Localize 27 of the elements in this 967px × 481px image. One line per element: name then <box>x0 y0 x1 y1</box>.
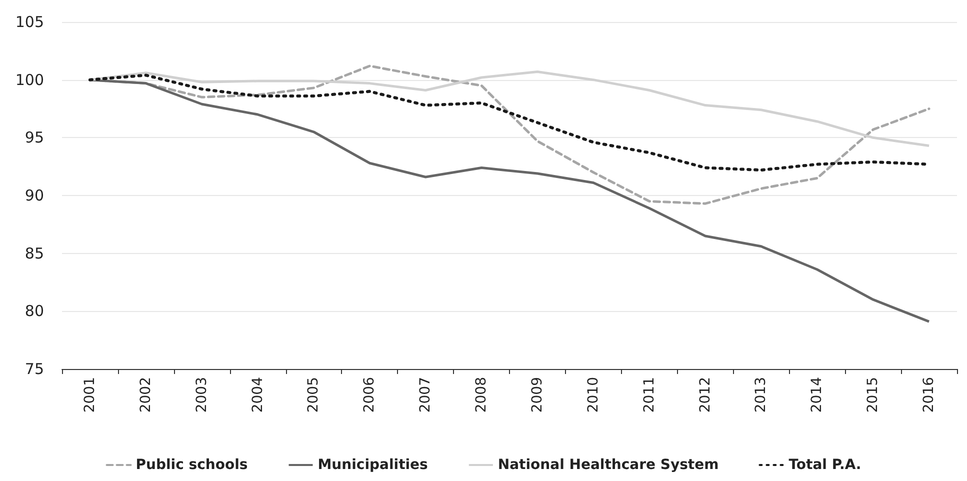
x-tick-label: 2008 <box>474 377 490 413</box>
legend-label: Municipalities <box>318 457 428 473</box>
x-tick-label: 2013 <box>753 377 770 413</box>
legend-label: Total P.A. <box>788 457 862 473</box>
x-tick-label: 2009 <box>529 377 546 413</box>
y-tick-label: 85 <box>24 244 44 262</box>
x-tick-label: 2003 <box>194 377 210 413</box>
x-tick-label: 2002 <box>138 377 154 413</box>
y-tick-label: 105 <box>15 13 44 31</box>
x-tick-label: 2016 <box>921 376 938 413</box>
legend-label: Public schools <box>136 457 248 473</box>
x-tick-label: 2014 <box>809 376 826 413</box>
y-tick-label: 90 <box>24 186 44 204</box>
x-tick-label: 2005 <box>306 377 322 413</box>
x-tick-label: 2011 <box>641 377 658 413</box>
x-tick-label: 2015 <box>865 377 882 413</box>
x-tick-label: 2006 <box>362 376 378 413</box>
x-tick-label: 2004 <box>250 376 266 413</box>
y-tick-label: 80 <box>24 302 44 320</box>
y-tick-label: 95 <box>24 128 44 147</box>
legend-label: National Healthcare System <box>498 457 719 473</box>
x-tick-label: 2001 <box>82 377 98 413</box>
y-tick-label: 75 <box>24 360 44 378</box>
y-tick-label: 100 <box>15 70 44 89</box>
x-tick-label: 2007 <box>418 377 434 413</box>
x-tick-label: 2012 <box>697 377 714 413</box>
x-tick-label: 2010 <box>585 377 602 413</box>
